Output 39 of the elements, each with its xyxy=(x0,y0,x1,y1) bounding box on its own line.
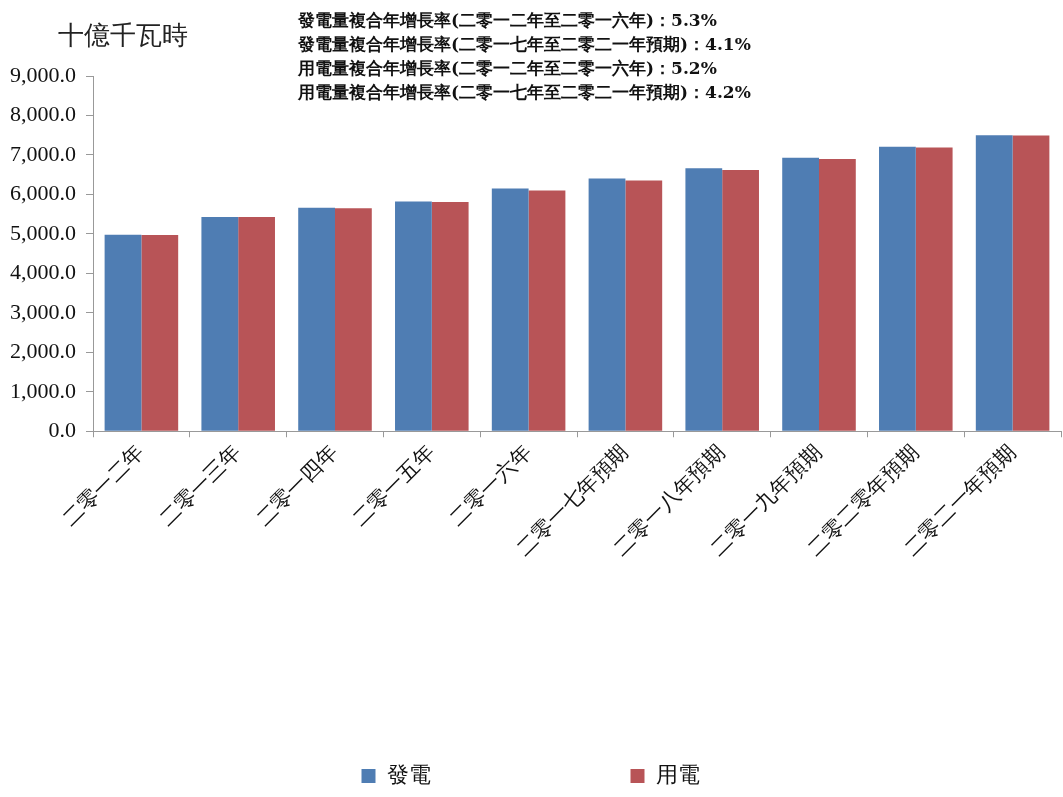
y-tick-label: 4,000.0 xyxy=(10,259,76,285)
legend-label: 用電 xyxy=(655,761,700,787)
text: 發電量複合年增長率(二零一七年至二零二一年預期)：4.1% xyxy=(298,33,751,56)
bar xyxy=(588,178,626,431)
bar xyxy=(238,216,275,431)
bar xyxy=(1012,135,1050,431)
bar xyxy=(141,235,179,431)
bar xyxy=(879,146,916,431)
y-tick-label: 3,000.0 xyxy=(10,298,76,324)
annotation: 用電量複合年增長率(二零一二年至二零一六年)：5.2% xyxy=(298,57,718,80)
x-tick-label: 二零一四年 xyxy=(251,439,343,531)
y-axis-title: 十億千瓦時 xyxy=(58,19,188,52)
bar xyxy=(685,168,723,431)
y-tick-label: 1,000.0 xyxy=(10,377,76,403)
annotation: 用電量複合年增長率(二零一七年至二零二一年預期)：4.2% xyxy=(298,81,751,104)
y-tick-label: 8,000.0 xyxy=(10,101,76,127)
y-tick-label: 7,000.0 xyxy=(10,140,76,166)
legend-label: 發電 xyxy=(386,761,431,787)
text: 發電量複合年增長率(二零一二年至二零一六年)：5.3% xyxy=(298,9,718,32)
bar xyxy=(975,135,1013,431)
bar xyxy=(201,216,239,431)
bar xyxy=(431,201,469,431)
bar xyxy=(625,180,663,431)
bar xyxy=(298,207,335,431)
bar xyxy=(491,188,529,431)
bar xyxy=(528,190,566,431)
bar xyxy=(395,201,432,431)
y-tick-label: 9,000.0 xyxy=(10,61,76,87)
bar xyxy=(335,208,372,431)
y-tick-label: 2,000.0 xyxy=(10,338,76,364)
bar xyxy=(782,157,819,431)
bar xyxy=(915,147,953,431)
y-tick-label: 6,000.0 xyxy=(10,180,76,206)
x-tick-label: 二零一三年 xyxy=(154,439,246,531)
x-tick-label: 二零一五年 xyxy=(347,439,440,531)
bar xyxy=(819,158,856,431)
bar xyxy=(104,234,142,431)
bar xyxy=(722,169,759,431)
y-tick-label: 5,000.0 xyxy=(10,219,76,245)
